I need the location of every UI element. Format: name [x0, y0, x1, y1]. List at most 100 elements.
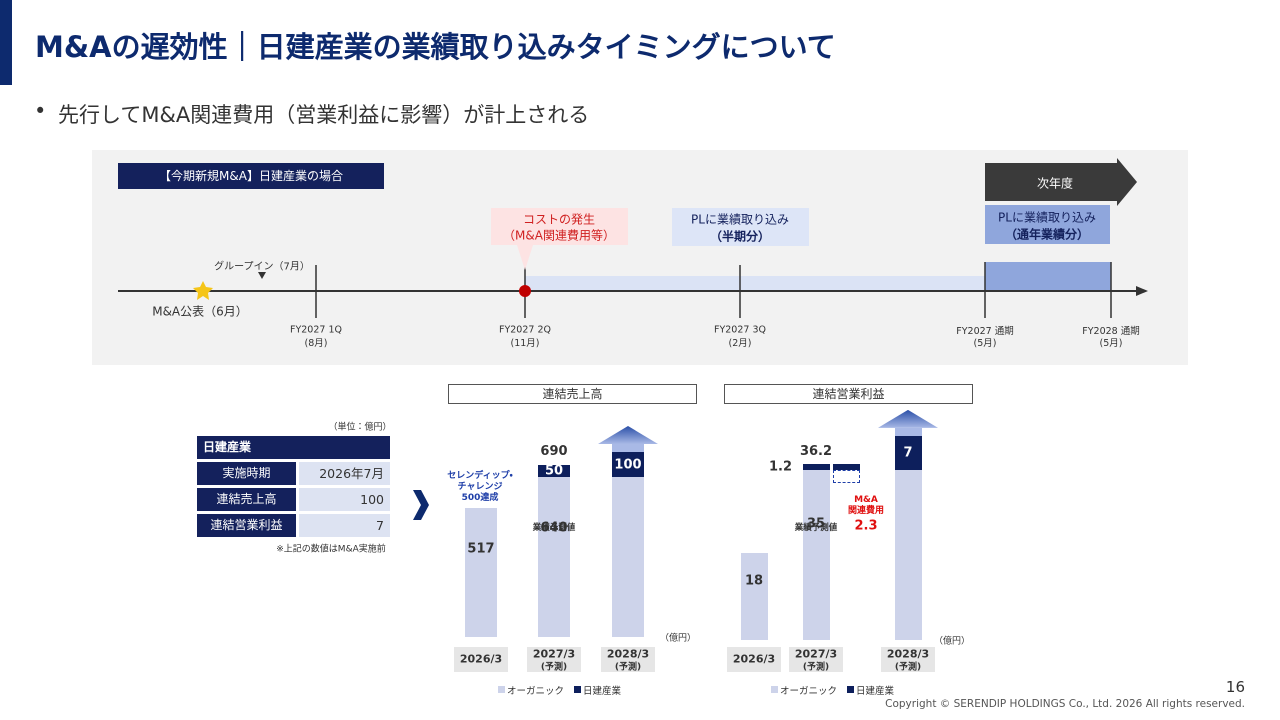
full-band [985, 262, 1111, 291]
pl-full-title: PLに業績取り込み [998, 210, 1096, 225]
bar [802, 469, 830, 640]
category-box [789, 647, 843, 672]
annotation: 36.2 [799, 444, 833, 460]
growth-arrow-stem [612, 444, 644, 452]
table-value-cell: 100 [299, 488, 390, 511]
copyright: Copyright © SERENDIP HOLDINGS Co., Ltd. … [885, 698, 1245, 710]
bar [612, 477, 644, 637]
category-box [527, 647, 581, 672]
tick-sub: (8月) [304, 338, 328, 349]
value-label: 640 [540, 520, 568, 536]
cost-sub: （M&A関連費用等） [503, 228, 615, 243]
category-label: 2027/3 [794, 647, 838, 661]
growth-arrow-stem [894, 427, 922, 436]
bullet: 先行してM&A関連費用（営業利益に影響）が計上される [58, 103, 590, 127]
table-unit: （単位：億円） [328, 422, 392, 433]
value-label: 18 [744, 573, 764, 588]
cost-dot [519, 285, 531, 297]
cost-box [833, 469, 860, 484]
bar [802, 464, 830, 470]
tick-label: FY2027 3Q [714, 324, 766, 336]
table-value-cell: 2026年7月 [299, 462, 390, 485]
group-in-marker [258, 272, 266, 279]
group-in: グループイン（7月） [214, 261, 310, 273]
bar [612, 452, 644, 477]
bar [538, 464, 570, 477]
legend-label: 日建産業 [583, 686, 622, 697]
half-band [525, 276, 985, 291]
table-header: 日建産業 [197, 436, 390, 459]
axis-arrow [1136, 286, 1148, 296]
category-box [727, 647, 781, 672]
value-label: 50 [544, 463, 564, 479]
bar [894, 435, 922, 470]
annotation: 業績予測値 [532, 522, 576, 533]
unit-label: （億円） [933, 636, 971, 647]
legend-label: オーガニック [780, 686, 838, 697]
legend-swatch [498, 686, 505, 693]
category-box [881, 647, 935, 672]
bar [538, 477, 570, 637]
table-label-cell: 連結営業利益 [197, 514, 296, 537]
pl-half-callout [672, 208, 809, 246]
legend-label: 日建産業 [856, 686, 895, 697]
value-label: 1.2 [768, 459, 793, 475]
table-value-cell: 7 [299, 514, 390, 537]
cost-label: M&A 関連費用 [847, 495, 885, 516]
announce: M&A公表（6月） [152, 304, 248, 319]
tick-label: FY2027 2Q [499, 324, 551, 336]
cost-value: 2.3 [854, 518, 878, 534]
tick-sub: (5月) [973, 338, 997, 349]
tick-label: FY2027 1Q [290, 324, 342, 336]
pl-half-sub: （半期分） [709, 229, 771, 244]
bar [740, 552, 768, 640]
page-number: 16 [1225, 678, 1245, 696]
tick-label: FY2028 通期 [1082, 326, 1140, 337]
tick-sub: (11月) [510, 338, 540, 349]
accent-bar [0, 0, 12, 85]
category-note: (予測) [802, 662, 830, 673]
value-label: 7 [903, 445, 913, 461]
annotation: 業績予測値 [794, 522, 838, 533]
category-label: 2028/3 [886, 647, 930, 661]
tick-sub: (5月) [1099, 338, 1123, 349]
annotation: セレンディップ・ チャレンジ 500達成 [447, 470, 513, 503]
cost-cap [833, 463, 860, 470]
legend-swatch [847, 686, 854, 693]
legend-swatch [574, 686, 581, 693]
pl-full-sub: （通年業績分） [1004, 227, 1090, 242]
category-note: (予測) [894, 662, 922, 673]
pl-half-title: PLに業績取り込み [691, 212, 789, 227]
chevron [413, 490, 429, 520]
table-label-cell: 実施時期 [197, 462, 296, 485]
value-label: 35 [806, 516, 826, 532]
bar [465, 507, 497, 637]
legend-swatch [771, 686, 778, 693]
bullet-dot: • [34, 99, 47, 123]
unit-label: （億円） [659, 633, 697, 644]
value-label: 100 [614, 457, 642, 472]
cost-callout [491, 208, 628, 245]
cost-title: コストの発生 [522, 212, 596, 227]
annotation: 690 [540, 444, 568, 460]
tick-sub: (2月) [728, 338, 752, 349]
next-year-arrow [985, 158, 1137, 206]
category-label: 2027/3 [532, 647, 576, 661]
category-label: 2026/3 [459, 652, 503, 666]
table-note: ※上記の数値はM&A実施前 [276, 544, 386, 555]
case-label: 【今期新規M&A】日建産業の場合 [118, 163, 384, 189]
title: M&Aの遅効性｜日建産業の業績取り込みタイミングについて [35, 30, 836, 64]
pl-full-callout [985, 205, 1110, 244]
category-label: 2026/3 [732, 652, 776, 666]
category-note: (予測) [614, 662, 642, 673]
star [193, 281, 213, 300]
category-box [454, 647, 508, 672]
tick-label: FY2027 通期 [956, 326, 1014, 337]
category-note: (予測) [540, 662, 568, 673]
category-box [601, 647, 655, 672]
table-label-cell: 連結売上高 [197, 488, 296, 511]
callout-pointer [517, 245, 533, 270]
chart-title: 連結売上高 [448, 384, 697, 404]
